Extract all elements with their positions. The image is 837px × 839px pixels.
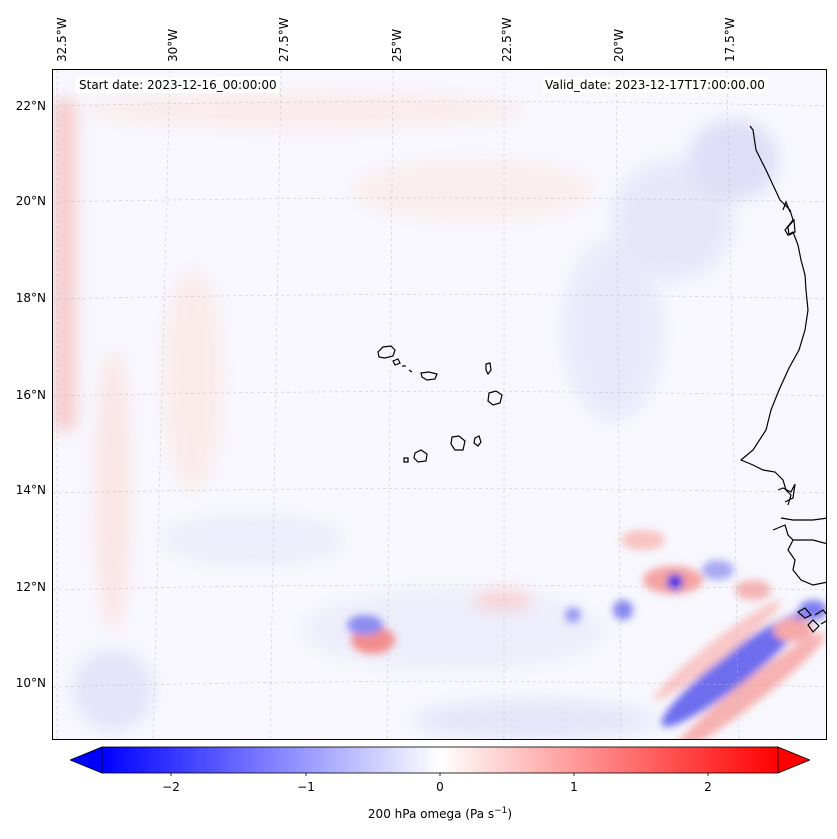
- colorbar-tick-0: 0: [436, 780, 444, 794]
- field-patches: [53, 92, 778, 739]
- lon-label-22.5w: 22.5°W: [500, 17, 514, 62]
- start-date-annotation: Start date: 2023-12-16_00:00:00: [76, 77, 280, 93]
- colorbar-tick-2: 2: [704, 780, 712, 794]
- lon-label-17.5w: 17.5°W: [723, 17, 737, 62]
- field-strong-features: [347, 530, 826, 739]
- lat-label-14n: 14°N: [15, 483, 46, 497]
- lat-label-18n: 18°N: [15, 291, 46, 305]
- colorbar-label: 200 hPa omega (Pa s−1): [367, 806, 513, 821]
- lat-label-20n: 20°N: [15, 194, 46, 208]
- valid-date-annotation: Valid_date: 2023-12-17T17:00:00.00: [542, 77, 768, 93]
- colorbar-tick-1: 1: [570, 780, 578, 794]
- colorbar-low-extend: [70, 746, 103, 774]
- lon-label-25w: 25°W: [390, 28, 404, 62]
- omega-map: [52, 69, 827, 740]
- gridlines: [53, 70, 826, 739]
- colorbar-body: [101, 746, 779, 774]
- lat-label-16n: 16°N: [15, 388, 46, 402]
- lon-label-32.5w: 32.5°W: [55, 17, 69, 62]
- colorbar-tick-neg2: −2: [162, 780, 180, 794]
- cape-verde-islands: [377, 345, 503, 463]
- lat-label-12n: 12°N: [15, 580, 46, 594]
- lon-label-27.5w: 27.5°W: [277, 17, 291, 62]
- colorbar-tick-neg1: −1: [297, 780, 315, 794]
- lat-label-10n: 10°N: [15, 676, 46, 690]
- lon-label-20w: 20°W: [612, 28, 626, 62]
- lon-label-30w: 30°W: [166, 28, 180, 62]
- colorbar-high-extend: [777, 746, 810, 774]
- lat-label-22n: 22°N: [15, 99, 46, 113]
- africa-coastline: [739, 125, 826, 633]
- colorbar: [70, 746, 810, 776]
